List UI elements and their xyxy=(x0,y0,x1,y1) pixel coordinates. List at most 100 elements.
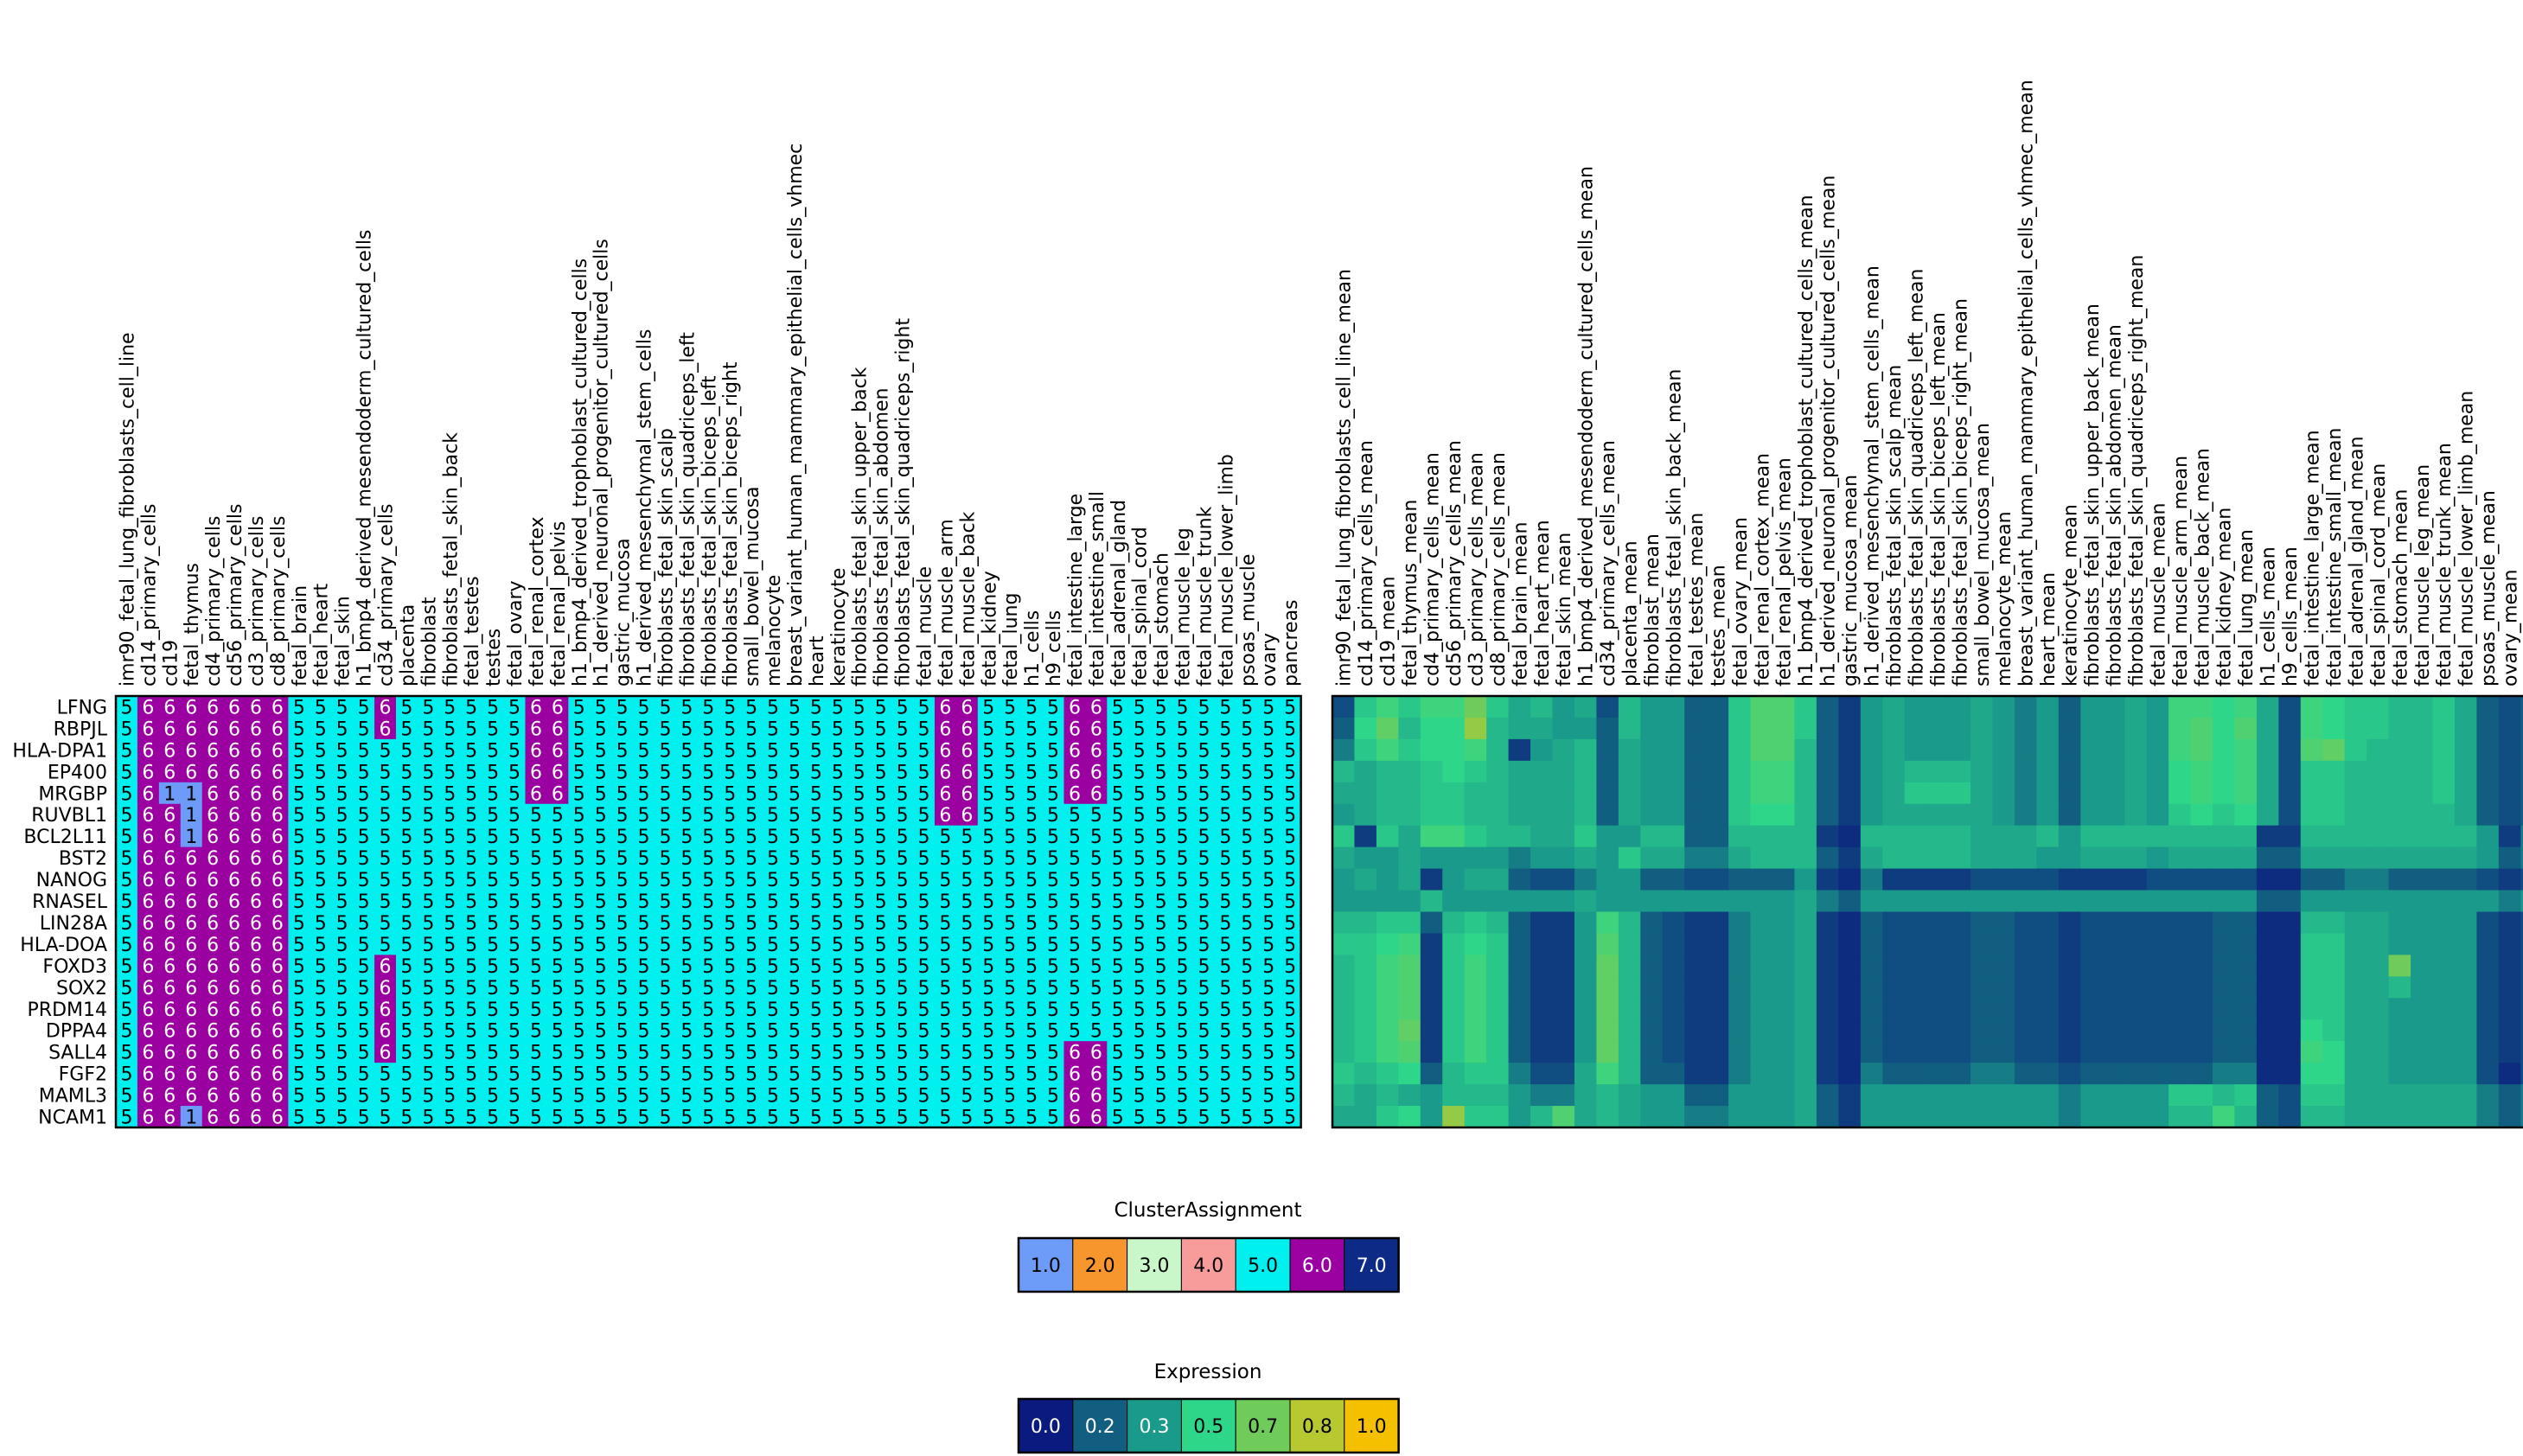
expression-cell xyxy=(1508,911,1531,934)
cluster-cell xyxy=(482,825,504,848)
cluster-cell-label: 5 xyxy=(832,718,844,740)
expression-cell xyxy=(2454,998,2477,1020)
cluster-cell-label: 6 xyxy=(1090,1064,1102,1086)
expression-cell xyxy=(2476,1063,2500,1085)
expression-cell xyxy=(1684,717,1708,740)
expression-cell xyxy=(2498,1106,2521,1128)
expression-cell xyxy=(2476,760,2500,783)
cluster-cell-label: 5 xyxy=(897,1086,909,1108)
expression-cell xyxy=(2344,976,2367,999)
cluster-cell-label: 5 xyxy=(918,956,930,978)
cluster-cell-label: 5 xyxy=(508,891,521,913)
cluster-cell-label: 6 xyxy=(1069,1043,1081,1064)
expression-cell xyxy=(1332,782,1355,805)
cluster-cell-label: 5 xyxy=(1284,718,1296,740)
cluster-cell-label: 5 xyxy=(939,1086,951,1108)
expression-cell xyxy=(1486,998,1509,1020)
expression-cell xyxy=(1376,782,1399,805)
cluster-cell-label: 5 xyxy=(961,913,973,935)
column-label: fetal_brain xyxy=(290,585,311,686)
expression-cell xyxy=(1970,1019,1993,1042)
cluster-cell-label: 5 xyxy=(1219,740,1231,762)
expression-cell xyxy=(1838,1084,1862,1107)
cluster-cell-label: 5 xyxy=(422,935,434,956)
cluster-cell-label: 5 xyxy=(1198,1086,1210,1108)
cluster-cell-label: 5 xyxy=(358,718,370,740)
cluster-cell-label: 5 xyxy=(745,1043,757,1064)
expression-cell xyxy=(1442,1106,1466,1128)
cluster-cell-label: 5 xyxy=(767,762,779,783)
cluster-cell xyxy=(288,738,310,762)
cluster-cell-label: 1 xyxy=(185,827,197,848)
cluster-cell xyxy=(1042,738,1064,762)
cluster-cell xyxy=(934,825,957,848)
cluster-cell xyxy=(525,760,547,783)
cluster-cell xyxy=(870,803,892,827)
expression-cell xyxy=(1662,760,1685,783)
cluster-cell-label: 5 xyxy=(982,783,994,805)
cluster-cell-label: 5 xyxy=(1219,913,1231,935)
row-label: RBPJL xyxy=(54,718,108,740)
expression-cell xyxy=(2411,696,2433,718)
expression-cell xyxy=(1904,803,1927,827)
cluster-cell-label: 5 xyxy=(1004,762,1016,783)
cluster-cell-label: 5 xyxy=(767,697,779,718)
expression-cell xyxy=(1442,868,1466,891)
cluster-cell-label: 5 xyxy=(487,718,499,740)
expression-cell xyxy=(1508,1106,1531,1128)
cluster-cell-label: 5 xyxy=(1155,935,1167,956)
cluster-cell-label: 5 xyxy=(1198,1064,1210,1086)
cluster-cell-label: 6 xyxy=(1090,1043,1102,1064)
expression-cell xyxy=(2411,1063,2433,1085)
expression-cell xyxy=(1728,955,1751,977)
column-label: cd56_primary_cells xyxy=(225,504,246,686)
cluster-cell-label: 5 xyxy=(659,1043,671,1064)
cluster-cell xyxy=(1236,738,1259,762)
cluster-cell-label: 5 xyxy=(616,827,629,848)
cluster-cell-label: 6 xyxy=(228,1086,240,1108)
expression-cell xyxy=(2454,738,2477,762)
cluster-cell-label: 6 xyxy=(207,978,219,999)
expression-cell xyxy=(2058,933,2081,955)
cluster-cell-label: 5 xyxy=(789,1086,801,1108)
cluster-cell-label: 5 xyxy=(1047,935,1059,956)
column-label: small_bowel_mucosa_mean xyxy=(1972,423,1994,686)
cluster-cell xyxy=(740,738,763,762)
cluster-cell xyxy=(288,782,310,805)
cluster-cell-label: 6 xyxy=(228,762,240,783)
expression-cell xyxy=(1618,696,1641,718)
expression-cell xyxy=(2498,825,2521,848)
expression-cell xyxy=(2080,846,2104,869)
expression-cell xyxy=(2213,933,2235,955)
cluster-cell-label: 6 xyxy=(207,891,219,913)
expression-cell xyxy=(1508,1084,1531,1107)
expression-cell xyxy=(1662,1063,1685,1085)
column-label: fetal_renal_cortex xyxy=(527,516,548,686)
expression-cell xyxy=(2146,868,2169,891)
cluster-cell-label: 5 xyxy=(875,783,887,805)
cluster-cell-label: 5 xyxy=(595,956,607,978)
cluster-cell-label: 5 xyxy=(1284,978,1296,999)
cluster-cell-label: 5 xyxy=(595,697,607,718)
cluster-cell-label: 6 xyxy=(207,827,219,848)
cluster-cell-label: 5 xyxy=(918,999,930,1021)
expression-cell xyxy=(1926,825,1949,848)
cluster-cell-label: 6 xyxy=(228,1043,240,1064)
expression-cell xyxy=(1882,890,1906,912)
cluster-cell xyxy=(1107,825,1129,848)
expression-cell xyxy=(2080,696,2104,718)
expression-cell xyxy=(1596,1041,1619,1063)
cluster-cell-label: 5 xyxy=(358,783,370,805)
column-label: fetal_renal_pelvis_mean xyxy=(1774,457,1796,686)
expression-cell xyxy=(1728,1063,1751,1085)
cluster-cell-label: 5 xyxy=(810,956,822,978)
expression-cell xyxy=(2102,1019,2125,1042)
cluster-cell-label: 5 xyxy=(400,1064,412,1086)
cluster-cell-label: 5 xyxy=(336,827,348,848)
cluster-cell-label: 5 xyxy=(724,718,736,740)
expression-cell xyxy=(2213,955,2235,977)
column-label: fetal_ovary_mean xyxy=(1730,517,1752,686)
expression-cell xyxy=(1662,911,1685,934)
cluster-cell-label: 5 xyxy=(400,718,412,740)
cluster-cell-label: 5 xyxy=(595,827,607,848)
